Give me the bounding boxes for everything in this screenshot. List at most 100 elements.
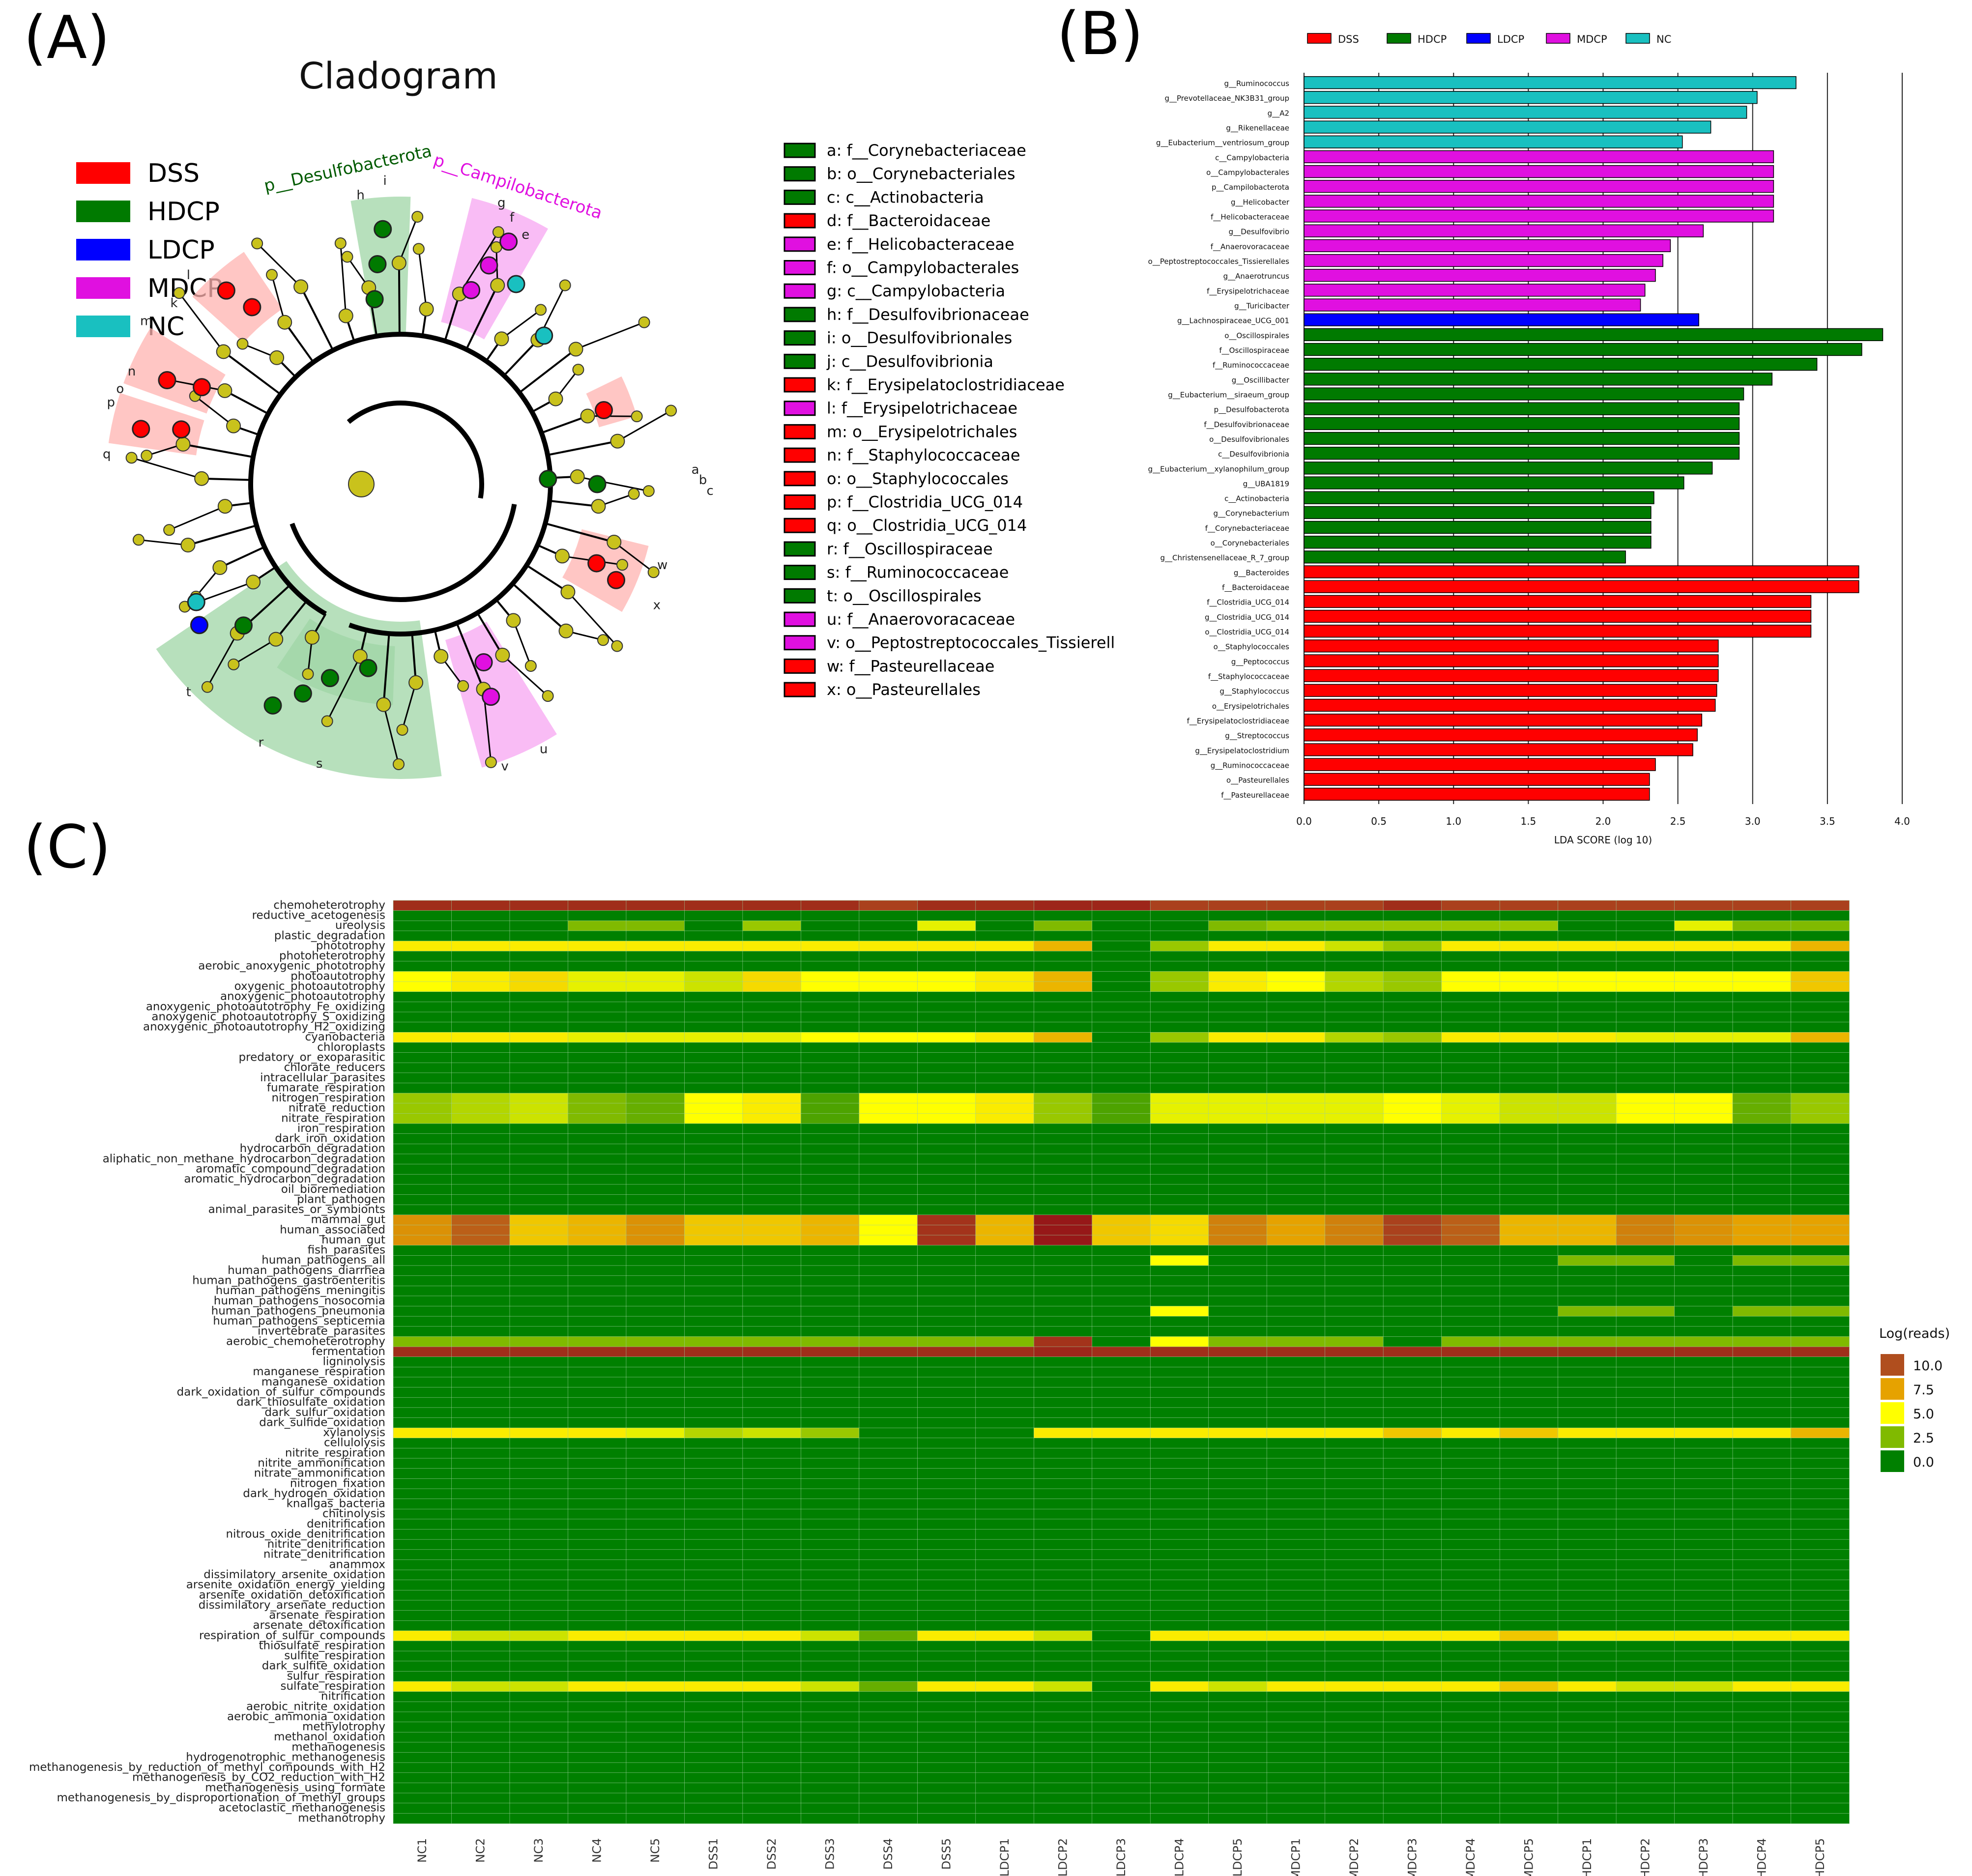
heatmap-cell: [568, 1650, 627, 1662]
heatmap-row-label: methanol_oxidation: [274, 1731, 385, 1743]
heatmap-cell: [1092, 1011, 1151, 1023]
heatmap-cell: [393, 1407, 452, 1418]
heatmap-cell: [1150, 1245, 1209, 1256]
heatmap-cell: [509, 1508, 569, 1520]
heatmap-cell: [1092, 1590, 1151, 1601]
heatmap-row-label: nitrate_ammonification: [254, 1467, 385, 1480]
lda-bar: [1304, 698, 1716, 712]
heatmap-cell: [1092, 1377, 1151, 1388]
heatmap-cell: [1616, 1042, 1675, 1053]
heatmap-cell: [684, 910, 743, 922]
heatmap-cell: [451, 1539, 510, 1550]
heatmap-cell: [684, 1235, 743, 1246]
heatmap-cell: [1150, 1783, 1209, 1793]
heatmap-cell: [451, 1225, 510, 1236]
heatmap-cell: [509, 991, 569, 1003]
heatmap-cell: [1791, 1042, 1850, 1053]
heatmap-cell: [1092, 1702, 1151, 1712]
heatmap-cell: [1033, 1174, 1093, 1185]
heatmap-row-label: sulfur_respiration: [287, 1670, 385, 1682]
heatmap-row-label: knallgas_bacteria: [287, 1498, 385, 1510]
heatmap-cell: [1674, 1011, 1733, 1023]
heatmap-row-label: sulfate_respiration: [281, 1680, 386, 1693]
heatmap-cell: [1674, 1478, 1733, 1489]
heatmap-cell: [1092, 1204, 1151, 1215]
heatmap-cell: [801, 1306, 860, 1317]
heatmap-cell: [509, 1093, 569, 1104]
heatmap-cell: [1208, 1580, 1267, 1591]
heatmap-cell: [1266, 1022, 1326, 1033]
heatmap-cell: [917, 1346, 976, 1357]
heatmap-cell: [859, 1062, 918, 1073]
heatmap-cell: [1150, 1346, 1209, 1357]
heatmap-cell: [1674, 951, 1733, 962]
heatmap-cell: [801, 1275, 860, 1287]
heatmap-row-label: human_pathogens_pneumonia: [211, 1304, 385, 1317]
heatmap-cell: [1325, 1499, 1384, 1510]
heatmap-cell: [1674, 1783, 1733, 1793]
lda-bar-label: g__UBA1819: [1243, 479, 1289, 489]
tree-branch: [219, 546, 265, 569]
tree-node: [236, 338, 249, 350]
heatmap-cell: [1266, 1062, 1326, 1073]
heatmap-cell: [1616, 961, 1675, 972]
heatmap-cell: [1150, 1265, 1209, 1276]
heatmap-cell: [626, 1458, 685, 1469]
tree-node: [266, 269, 278, 281]
heatmap-cell: [1732, 981, 1792, 992]
heatmap-cell: [1325, 1052, 1384, 1063]
heatmap-row-label: human_pathogens_nosocomia: [214, 1295, 385, 1307]
heatmap-row-label: dark_hydrogen_oxidation: [243, 1487, 385, 1500]
heatmap-cell: [684, 1062, 743, 1073]
heatmap-cell: [1150, 1661, 1209, 1672]
heatmap-cell: [1150, 1387, 1209, 1398]
heatmap-cell: [1558, 1600, 1617, 1611]
heatmap-cell: [1383, 1630, 1442, 1642]
heatmap-cell: [917, 1792, 976, 1804]
heatmap-cell: [1616, 1062, 1675, 1073]
tree-node-hdcp: [320, 669, 339, 688]
heatmap-cell: [393, 981, 452, 992]
lda-legend-swatch: [1625, 33, 1650, 44]
heatmap-cell: [742, 1326, 802, 1337]
heatmap-cell: [1383, 1803, 1442, 1814]
heatmap-cell: [509, 1772, 569, 1784]
heatmap-cell: [1499, 961, 1559, 972]
heatmap-cell: [917, 1711, 976, 1723]
heatmap-cell: [1092, 1225, 1151, 1236]
heatmap-cell: [1616, 1478, 1675, 1489]
heatmap-cell: [1558, 1813, 1617, 1824]
tree-node: [597, 634, 609, 646]
heatmap-cell: [801, 1569, 860, 1581]
heatmap-cell: [568, 1427, 627, 1439]
heatmap-cell: [801, 1722, 860, 1733]
heatmap-cell: [1383, 1174, 1442, 1185]
heatmap-cell: [1092, 1306, 1151, 1317]
heatmap-cell: [917, 1580, 976, 1591]
heatmap-cell: [1616, 1417, 1675, 1428]
heatmap-cell: [1150, 1691, 1209, 1703]
heatmap-cell: [1383, 1417, 1442, 1428]
heatmap-cell: [917, 991, 976, 1003]
heatmap-row-label: oil_bioremediation: [281, 1183, 385, 1196]
heatmap-cell: [1732, 900, 1792, 911]
node-letter-x: x: [653, 598, 661, 612]
heatmap-cell: [568, 1499, 627, 1510]
heatmap-cell: [1266, 1245, 1326, 1256]
heatmap-cell: [393, 1377, 452, 1388]
heatmap-cell: [1732, 1539, 1792, 1550]
heatmap-cell: [1033, 981, 1093, 992]
heatmap-cell: [975, 1438, 1035, 1449]
heatmap-cell: [1791, 1600, 1850, 1611]
heatmap-cell: [1150, 971, 1209, 982]
heatmap-cell: [509, 1275, 569, 1287]
heatmap-cell: [742, 1742, 802, 1753]
heatmap-cell: [917, 1752, 976, 1763]
heatmap-cell: [684, 1407, 743, 1418]
heatmap-row-label: cyanobacteria: [305, 1031, 385, 1043]
heatmap-cell: [1092, 1813, 1151, 1824]
heatmap-cell: [1616, 1377, 1675, 1388]
heatmap-cell: [859, 1448, 918, 1459]
heatmap-cell: [509, 1042, 569, 1053]
heatmap-cell: [917, 1002, 976, 1012]
